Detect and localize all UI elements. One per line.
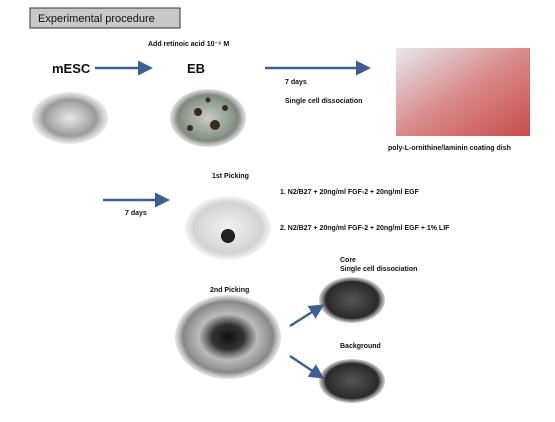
picking-2-image xyxy=(175,295,281,379)
title: Experimental procedure xyxy=(38,13,155,25)
picking-1-image xyxy=(185,196,271,260)
arrow xyxy=(289,354,325,379)
treatment: Add retinoic acid 10⁻⁶ M xyxy=(148,41,229,48)
medium: 1. N2/B27 + 20ng/ml FGF-2 + 20ng/ml EGF xyxy=(280,189,420,196)
arrow-step: Single cell dissociation xyxy=(285,98,362,105)
branch-title: Background xyxy=(340,343,381,350)
branch-title: Core xyxy=(340,257,356,264)
result-label: EB xyxy=(187,61,205,76)
title-box xyxy=(29,7,181,29)
medium: 2. N2/B27 + 20ng/ml FGF-2 + 20ng/ml EGF … xyxy=(280,225,450,232)
mesc-image xyxy=(32,92,108,144)
start-label: mESC xyxy=(52,61,91,76)
arrow-time: 7 days xyxy=(285,79,307,86)
picking-1: 1st Picking xyxy=(212,173,249,180)
arrow-time: 7 days xyxy=(125,210,147,217)
picking-2: 2nd Picking xyxy=(210,287,249,294)
colony xyxy=(221,229,235,243)
dish-photo xyxy=(396,48,530,136)
branch-step: Single cell dissociation xyxy=(340,266,417,273)
eb-spots xyxy=(187,97,228,131)
arrow xyxy=(289,304,325,328)
background-image xyxy=(319,359,385,403)
dish-caption: poly-L-ornithine/laminin coating dish xyxy=(388,145,511,152)
eb-image xyxy=(170,89,246,147)
core-image xyxy=(319,277,385,323)
